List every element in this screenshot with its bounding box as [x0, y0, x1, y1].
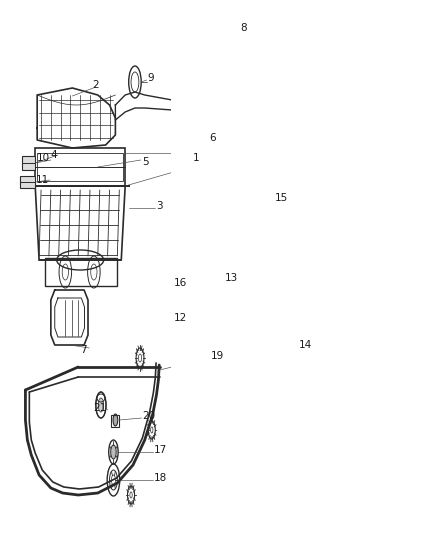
- Text: 4: 4: [50, 150, 57, 160]
- Text: 19: 19: [210, 351, 224, 361]
- Text: 1: 1: [192, 153, 199, 163]
- Text: 8: 8: [240, 23, 247, 33]
- Text: 13: 13: [225, 273, 238, 283]
- Bar: [21, 156, 35, 170]
- Bar: [251, 268, 260, 276]
- Bar: [45, 258, 117, 286]
- Text: 10: 10: [36, 153, 49, 163]
- Text: 12: 12: [174, 313, 187, 323]
- Text: 5: 5: [142, 157, 148, 167]
- Text: 11: 11: [35, 175, 49, 185]
- Text: 9: 9: [148, 73, 155, 83]
- Text: 20: 20: [142, 411, 155, 421]
- Text: 6: 6: [209, 133, 215, 143]
- Text: 17: 17: [153, 445, 166, 455]
- Text: 21: 21: [93, 403, 106, 413]
- Text: 14: 14: [299, 340, 312, 350]
- Bar: [112, 415, 119, 427]
- Bar: [37, 153, 123, 181]
- Bar: [20, 176, 35, 188]
- Text: 3: 3: [155, 201, 162, 211]
- Bar: [35, 148, 125, 186]
- Text: 7: 7: [80, 345, 87, 355]
- Bar: [183, 316, 228, 338]
- Text: 15: 15: [275, 193, 288, 203]
- Text: 18: 18: [153, 473, 166, 483]
- Text: 16: 16: [174, 278, 187, 288]
- Circle shape: [111, 445, 116, 459]
- Circle shape: [98, 398, 104, 412]
- Circle shape: [113, 414, 118, 426]
- Text: 2: 2: [92, 80, 99, 90]
- Bar: [184, 285, 227, 309]
- Bar: [183, 282, 228, 312]
